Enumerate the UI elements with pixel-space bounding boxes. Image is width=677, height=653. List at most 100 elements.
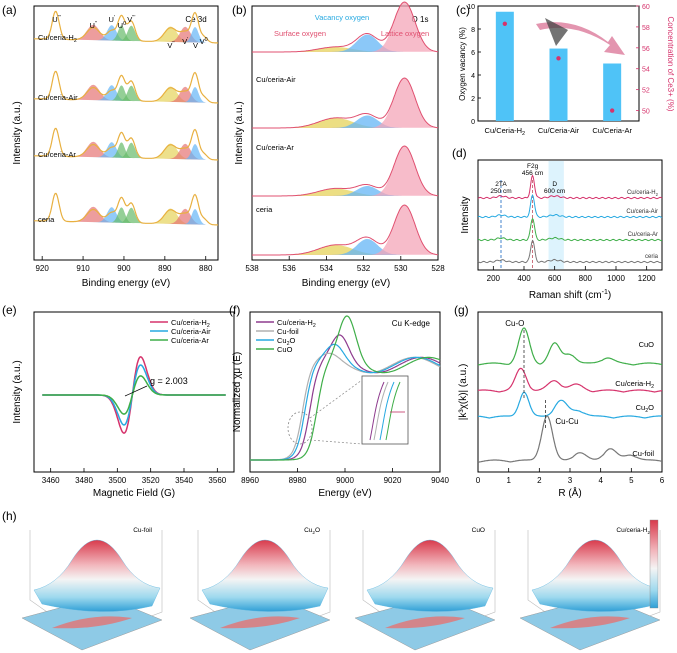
panel-g-series-label: Cu/ceria-H2 (615, 379, 654, 390)
panel-f-tick-label: 9040 (431, 476, 449, 485)
panel-a-component-fill (92, 207, 132, 223)
panel-a-peak-label: V''' (127, 15, 135, 24)
panel-d-series-label: ceria (645, 254, 659, 260)
panel-h-subplot-label-tail: O (315, 527, 320, 534)
panel-g-tick-label: 6 (660, 476, 665, 485)
panel-a-component-fill (106, 85, 137, 102)
panel-a-peak-sup: ''' (132, 15, 135, 21)
panel-a-frame (33, 5, 219, 261)
panel-a-tick-label: 900 (117, 264, 131, 273)
panel-h-subplot-label: Cu/ceria-H2 (616, 527, 650, 535)
panel-g-cuo-label: Cu-O (505, 319, 524, 328)
panel-d-series-label: Cu/ceria-Ar (628, 232, 658, 238)
panel-g-series-label-text: Cu/ceria-H (615, 379, 651, 388)
panel-c-bar (495, 11, 514, 121)
panel-e-tick-label: 3480 (75, 476, 93, 485)
panel-d-series-label-text: ceria (645, 254, 659, 260)
panel-h-surface (366, 540, 494, 612)
panel-f-tick-label: 8980 (289, 476, 307, 485)
panel-f-zoom-circle (287, 411, 313, 445)
panel-a-peak-letter: V (182, 37, 187, 46)
panel-a-peak-label: V'' (167, 41, 174, 50)
panel-f-legend-label-sub: 2 (313, 323, 316, 329)
panel-e-legend-label: Cu/ceria-Ar (171, 336, 209, 345)
panel-h-subplot-label-sub: 2 (312, 530, 315, 535)
panel-a-peak-letter: U (118, 21, 123, 30)
panel-b-component-fill (252, 188, 438, 196)
panel-b-xlabel: Binding energy (eV) (302, 278, 390, 289)
panel-a-component-fill (106, 25, 137, 42)
panel-e-annotation: g = 2.003 (150, 376, 188, 386)
panel-g-series-label: Cu2O (636, 403, 655, 414)
panel-label-d: (d) (452, 146, 467, 160)
panel-c-category-text: Cu/Ceria-Air (538, 126, 580, 135)
panel-e-frame (33, 311, 235, 473)
panel-d-tick-label: 200 (487, 274, 501, 283)
panel-c-arrow-shadow (545, 18, 568, 46)
panel-a-component-fill (106, 207, 137, 224)
panel-f-legend-label-text: Cu (277, 336, 287, 345)
panel-d-tick-label: 400 (517, 274, 531, 283)
panel-a-peak-label: U''' (52, 15, 61, 24)
panel-c-ce3-point (502, 21, 508, 26)
panel-b-component-label: Vacancy oxygen (315, 13, 369, 22)
panel-label-b: (b) (232, 3, 247, 17)
panel-b-component-fill (252, 78, 438, 128)
panel-h-colorbar (649, 519, 659, 609)
panel-b-component-label: Lattice oxygen (381, 29, 429, 38)
panel-g-ylabel: |k³χ(k)| (a.u.) (458, 364, 469, 421)
panel-b-curve (252, 145, 439, 197)
panel-a-component-fill (143, 86, 198, 103)
panel-f-legend-label-text: CuO (277, 345, 293, 354)
panel-e-legend-label-sub: 2 (207, 323, 210, 329)
panel-g-tick-label: 1 (506, 476, 511, 485)
panel-a-series-label-text: Cu/ceria-H (38, 33, 74, 42)
panel-f-zoom-line-1 (309, 379, 363, 419)
panel-b-frame (251, 5, 439, 261)
panel-a-peak-label: U0 (118, 21, 126, 30)
panel-f-zoom-line-2 (309, 439, 363, 445)
panel-c-y2tick-label: 60 (642, 4, 650, 11)
panel-c-ce3-point (609, 108, 615, 113)
panel-f-legend-label-sub: 2 (287, 341, 290, 347)
panel-d-curve (477, 174, 663, 200)
panel-a-peak-sup: 0 (205, 37, 208, 43)
panel-c-ytick-label: 8 (471, 27, 475, 34)
panel-a-series-label: Cu/ceria-Air (38, 93, 78, 102)
panel-c-ytick-label: 4 (471, 73, 475, 80)
panel-b-curve (252, 204, 439, 256)
panel-a-series-label: ceria (38, 215, 55, 224)
panel-g-series-label: CuO (639, 340, 655, 349)
panel-a-component-fill (143, 143, 198, 160)
panel-f-inset-curve (379, 381, 395, 441)
panel-a-component-fill (180, 27, 210, 43)
panel-h-subplot-label: Cu-foil (133, 527, 152, 534)
panel-a-xlabel: Binding energy (eV) (82, 278, 170, 289)
panel-f-legend-label-text: Cu/ceria-H (277, 318, 313, 327)
panel-a-component-fill (66, 24, 121, 41)
panel-a-peak-sup: '' (95, 21, 97, 27)
panel-a-component-fill (163, 86, 208, 103)
panel-a-title: Ce 3d (185, 15, 206, 24)
panel-e-g-arrow (124, 385, 148, 397)
panel-e-legend-label-text: Cu/ceria-H (171, 318, 207, 327)
panel-d-raman: Cu/ceria-H2 Cu/ceria-Air Cu/ceria-Ar ceria 2… (460, 159, 663, 301)
panel-h-floor-hotspot (385, 616, 465, 629)
panel-d-series-label-text: Cu/ceria-Air (626, 209, 658, 215)
panel-c-y2tick-label: 54 (642, 67, 650, 74)
panel-a-peak-sup: ''' (58, 15, 61, 21)
panel-a-component-fill (115, 25, 148, 42)
panel-d-annot-label: 2TA (495, 181, 507, 188)
panel-a-peak-label: V' (182, 37, 188, 46)
panel-c-category-sub: 2 (522, 131, 525, 137)
panel-h-subplot: Cu/ceria-H2 (519, 527, 661, 651)
panel-a-peak-label: U' (108, 15, 114, 24)
panel-h-subplot-label: Cu2O (304, 527, 320, 535)
panel-a-peak-label: U'' (90, 21, 98, 30)
panel-d-tick-label: 600 (548, 274, 562, 283)
panel-d-series-label-sub: 2 (656, 192, 659, 197)
panel-a-peak-sup: 0 (123, 21, 126, 27)
panel-h-wavelet: Cu-foil Cu2O CuO Cu/ceria-H2 (21, 519, 661, 651)
